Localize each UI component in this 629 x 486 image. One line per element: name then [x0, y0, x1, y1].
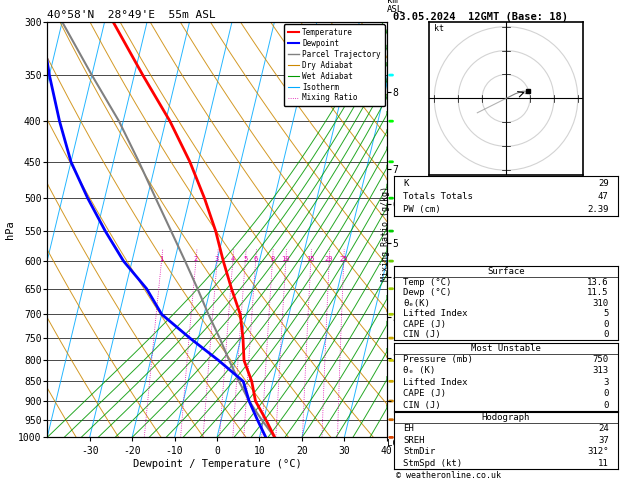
- Text: 0: 0: [603, 389, 609, 398]
- Text: 6: 6: [253, 256, 258, 262]
- Text: Mixing Ratio (g/kg): Mixing Ratio (g/kg): [381, 186, 389, 281]
- Text: CAPE (J): CAPE (J): [403, 389, 447, 398]
- Text: 3: 3: [603, 378, 609, 387]
- Text: 20: 20: [325, 256, 333, 262]
- Text: © weatheronline.co.uk: © weatheronline.co.uk: [396, 471, 501, 480]
- Text: 10: 10: [282, 256, 290, 262]
- Text: 37: 37: [598, 436, 609, 445]
- Text: 313: 313: [593, 366, 609, 376]
- Text: 750: 750: [593, 355, 609, 364]
- Text: 29: 29: [598, 178, 609, 188]
- X-axis label: Dewpoint / Temperature (°C): Dewpoint / Temperature (°C): [133, 459, 301, 469]
- Text: 0: 0: [603, 330, 609, 339]
- Text: 24: 24: [598, 424, 609, 434]
- Y-axis label: hPa: hPa: [5, 220, 15, 239]
- Text: StmSpd (kt): StmSpd (kt): [403, 459, 462, 468]
- Text: Pressure (mb): Pressure (mb): [403, 355, 473, 364]
- Text: θₑ (K): θₑ (K): [403, 366, 435, 376]
- Text: LCL: LCL: [387, 439, 403, 448]
- Text: 5: 5: [603, 309, 609, 318]
- Text: km
ASL: km ASL: [387, 0, 403, 14]
- Text: 03.05.2024  12GMT (Base: 18): 03.05.2024 12GMT (Base: 18): [393, 12, 568, 22]
- Text: 4: 4: [231, 256, 235, 262]
- Text: 0: 0: [603, 320, 609, 329]
- Text: Dewp (°C): Dewp (°C): [403, 288, 452, 297]
- Text: 0: 0: [603, 400, 609, 410]
- Text: PW (cm): PW (cm): [403, 205, 441, 214]
- Text: 312°: 312°: [587, 447, 609, 456]
- Text: 310: 310: [593, 299, 609, 308]
- Text: 25: 25: [340, 256, 348, 262]
- Text: Lifted Index: Lifted Index: [403, 309, 468, 318]
- Text: 13.6: 13.6: [587, 278, 609, 287]
- Text: K: K: [403, 178, 409, 188]
- Text: 3: 3: [215, 256, 220, 262]
- Text: Most Unstable: Most Unstable: [471, 344, 541, 353]
- Text: kt: kt: [434, 24, 444, 34]
- Text: CIN (J): CIN (J): [403, 400, 441, 410]
- Text: 1: 1: [159, 256, 164, 262]
- Text: CIN (J): CIN (J): [403, 330, 441, 339]
- Text: StmDir: StmDir: [403, 447, 435, 456]
- Text: 40°58'N  28°49'E  55m ASL: 40°58'N 28°49'E 55m ASL: [47, 10, 216, 20]
- Text: 2.39: 2.39: [587, 205, 609, 214]
- Legend: Temperature, Dewpoint, Parcel Trajectory, Dry Adiabat, Wet Adiabat, Isotherm, Mi: Temperature, Dewpoint, Parcel Trajectory…: [284, 24, 384, 106]
- Text: Surface: Surface: [487, 267, 525, 276]
- Text: 5: 5: [243, 256, 247, 262]
- Text: 11.5: 11.5: [587, 288, 609, 297]
- Text: 8: 8: [270, 256, 274, 262]
- Text: 15: 15: [306, 256, 315, 262]
- Text: 11: 11: [598, 459, 609, 468]
- Text: SREH: SREH: [403, 436, 425, 445]
- Text: Totals Totals: Totals Totals: [403, 192, 473, 201]
- Text: 47: 47: [598, 192, 609, 201]
- Text: CAPE (J): CAPE (J): [403, 320, 447, 329]
- Text: Lifted Index: Lifted Index: [403, 378, 468, 387]
- Text: θₑ(K): θₑ(K): [403, 299, 430, 308]
- Text: Temp (°C): Temp (°C): [403, 278, 452, 287]
- Text: Hodograph: Hodograph: [482, 413, 530, 422]
- Text: EH: EH: [403, 424, 414, 434]
- Text: 2: 2: [194, 256, 198, 262]
